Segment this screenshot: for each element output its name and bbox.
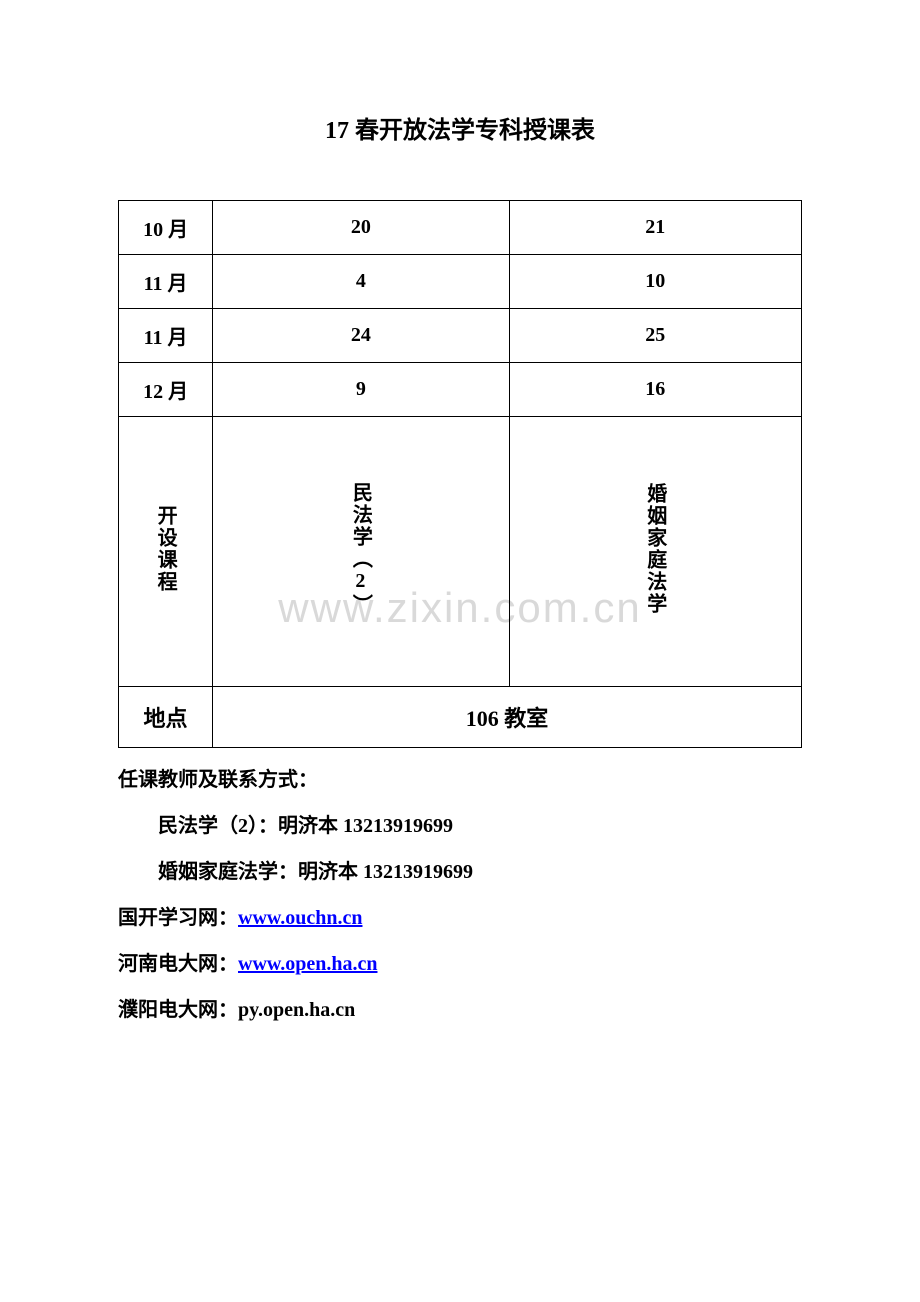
month-cell: 12 月 xyxy=(119,363,213,417)
document-page: 17 春开放法学专科授课表 10 月 20 21 11 月 4 10 11 月 … xyxy=(0,0,920,1032)
link-line: 濮阳电大网：py.open.ha.cn xyxy=(118,988,802,1032)
location-label-cell: 地点 xyxy=(119,687,213,748)
month-cell: 10 月 xyxy=(119,201,213,255)
day-cell: 24 xyxy=(213,309,509,363)
table-row: 12 月 9 16 xyxy=(119,363,802,417)
month-cell: 11 月 xyxy=(119,309,213,363)
page-title: 17 春开放法学专科授课表 xyxy=(118,110,802,145)
day-cell: 9 xyxy=(213,363,509,417)
location-row: 地点 106 教室 xyxy=(119,687,802,748)
month-cell: 11 月 xyxy=(119,255,213,309)
link-ouchn[interactable]: www.ouchn.cn xyxy=(238,907,362,929)
link-line: 河南电大网：www.open.ha.cn xyxy=(118,942,802,986)
link-open-ha[interactable]: www.open.ha.cn xyxy=(238,953,377,975)
day-cell: 21 xyxy=(509,201,801,255)
day-cell: 20 xyxy=(213,201,509,255)
day-cell: 25 xyxy=(509,309,801,363)
table-row: 10 月 20 21 xyxy=(119,201,802,255)
table-row: 11 月 4 10 xyxy=(119,255,802,309)
table-row: 11 月 24 25 xyxy=(119,309,802,363)
link-text: py.open.ha.cn xyxy=(238,999,355,1021)
course-label-cell: 开设课程 xyxy=(119,417,213,687)
day-cell: 10 xyxy=(509,255,801,309)
link-line: 国开学习网：www.ouchn.cn xyxy=(118,896,802,940)
schedule-table: 10 月 20 21 11 月 4 10 11 月 24 25 12 月 9 1… xyxy=(118,200,802,748)
course-name: 民法学（2） xyxy=(346,482,375,616)
link-label: 河南电大网： xyxy=(118,953,238,975)
course-cell: 婚姻家庭法学 xyxy=(509,417,801,687)
course-cell: 民法学（2） xyxy=(213,417,509,687)
teacher-line: 民法学（2）：明济本 13213919699 xyxy=(118,804,802,848)
teacher-heading: 任课教师及联系方式： xyxy=(118,758,802,802)
day-cell: 16 xyxy=(509,363,801,417)
day-cell: 4 xyxy=(213,255,509,309)
course-label: 开设课程 xyxy=(151,505,180,593)
link-label: 濮阳电大网： xyxy=(118,999,238,1021)
course-name: 婚姻家庭法学 xyxy=(641,483,670,615)
location-value-cell: 106 教室 xyxy=(213,687,802,748)
info-block: 任课教师及联系方式： 民法学（2）：明济本 13213919699 婚姻家庭法学… xyxy=(118,758,802,1032)
teacher-line: 婚姻家庭法学：明济本 13213919699 xyxy=(118,850,802,894)
course-row: 开设课程 民法学（2） 婚姻家庭法学 xyxy=(119,417,802,687)
link-label: 国开学习网： xyxy=(118,907,238,929)
